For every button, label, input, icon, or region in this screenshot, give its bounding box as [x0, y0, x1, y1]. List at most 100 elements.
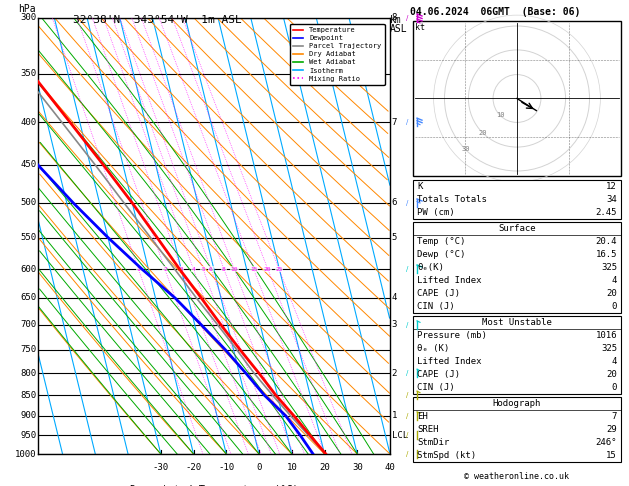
Text: Surface: Surface: [498, 224, 536, 233]
Text: Dewp (°C): Dewp (°C): [417, 250, 465, 259]
Text: 20: 20: [606, 370, 617, 379]
Text: 2: 2: [392, 369, 397, 378]
Text: /: /: [406, 200, 409, 206]
Text: 04.06.2024  06GMT  (Base: 06): 04.06.2024 06GMT (Base: 06): [410, 7, 581, 17]
Text: SREH: SREH: [417, 425, 438, 434]
Text: 2: 2: [163, 266, 167, 272]
Text: 400: 400: [20, 118, 36, 127]
Text: CIN (J): CIN (J): [417, 383, 455, 392]
Text: 32°38'N  343°54'W  1m ASL: 32°38'N 343°54'W 1m ASL: [73, 15, 242, 25]
Text: 15: 15: [250, 266, 257, 272]
Text: 6: 6: [392, 198, 397, 208]
Text: 10: 10: [496, 112, 504, 118]
Text: LCL: LCL: [392, 431, 408, 440]
Text: -10: -10: [218, 463, 235, 472]
Text: 5: 5: [201, 266, 205, 272]
Text: 5: 5: [392, 233, 397, 242]
Text: CAPE (J): CAPE (J): [417, 289, 460, 298]
Text: 1: 1: [392, 411, 397, 420]
Text: ASL: ASL: [390, 24, 408, 35]
Text: /: /: [406, 413, 409, 419]
Text: Pressure (mb): Pressure (mb): [417, 331, 487, 340]
Text: Lifted Index: Lifted Index: [417, 357, 482, 366]
Text: 20: 20: [479, 129, 487, 136]
Text: 20.4: 20.4: [596, 237, 617, 246]
Text: 750: 750: [20, 346, 36, 354]
Text: Most Unstable: Most Unstable: [482, 318, 552, 327]
Text: 3: 3: [179, 266, 183, 272]
Text: 8: 8: [222, 266, 226, 272]
Text: 4: 4: [611, 276, 617, 285]
Bar: [413, 180, 621, 219]
Bar: [413, 316, 621, 394]
Text: 350: 350: [20, 69, 36, 78]
Text: Temp (°C): Temp (°C): [417, 237, 465, 246]
Text: θₑ(K): θₑ(K): [417, 263, 444, 272]
Text: 30: 30: [352, 463, 363, 472]
Text: /: /: [406, 266, 409, 272]
Text: 8: 8: [392, 14, 397, 22]
Text: /: /: [406, 370, 409, 376]
Text: 0: 0: [611, 302, 617, 311]
Text: kt: kt: [415, 23, 425, 32]
Text: 12: 12: [606, 182, 617, 191]
Text: 450: 450: [20, 160, 36, 169]
Text: 30: 30: [462, 146, 470, 152]
Text: 325: 325: [601, 263, 617, 272]
Text: 20: 20: [319, 463, 330, 472]
Text: /: /: [406, 322, 409, 328]
Text: Hodograph: Hodograph: [493, 399, 541, 408]
Bar: [413, 397, 621, 462]
Text: 550: 550: [20, 233, 36, 242]
Text: 6: 6: [209, 266, 213, 272]
Text: 3: 3: [392, 320, 397, 330]
Text: 650: 650: [20, 294, 36, 302]
Text: 29: 29: [606, 425, 617, 434]
Text: PW (cm): PW (cm): [417, 208, 455, 217]
Text: -20: -20: [186, 463, 202, 472]
Text: StmDir: StmDir: [417, 438, 449, 447]
Text: CIN (J): CIN (J): [417, 302, 455, 311]
Text: 600: 600: [20, 264, 36, 274]
Text: 950: 950: [20, 431, 36, 440]
Text: 700: 700: [20, 320, 36, 330]
Text: 246°: 246°: [596, 438, 617, 447]
Text: /: /: [406, 433, 409, 438]
Text: 300: 300: [20, 14, 36, 22]
Text: 1000: 1000: [14, 450, 36, 458]
Text: 20: 20: [606, 289, 617, 298]
Text: 4: 4: [191, 266, 195, 272]
Text: 7: 7: [611, 412, 617, 421]
Text: 500: 500: [20, 198, 36, 208]
Text: /: /: [406, 392, 409, 398]
Text: hPa: hPa: [19, 3, 36, 14]
Text: Lifted Index: Lifted Index: [417, 276, 482, 285]
Bar: [413, 21, 621, 176]
Text: θₑ (K): θₑ (K): [417, 344, 449, 353]
Text: /: /: [406, 451, 409, 457]
Text: -30: -30: [153, 463, 169, 472]
Text: 7: 7: [392, 118, 397, 127]
Bar: [413, 222, 621, 313]
Text: CAPE (J): CAPE (J): [417, 370, 460, 379]
Text: 4: 4: [392, 294, 397, 302]
Text: 4: 4: [611, 357, 617, 366]
Text: 2.45: 2.45: [596, 208, 617, 217]
Text: Mixing Ratio (g/kg): Mixing Ratio (g/kg): [418, 189, 427, 283]
Text: 0: 0: [257, 463, 262, 472]
Text: K: K: [417, 182, 423, 191]
Text: 0: 0: [611, 383, 617, 392]
Text: 10: 10: [230, 266, 238, 272]
Text: 800: 800: [20, 369, 36, 378]
Text: StmSpd (kt): StmSpd (kt): [417, 451, 476, 460]
Text: Totals Totals: Totals Totals: [417, 195, 487, 204]
Text: 34: 34: [606, 195, 617, 204]
Text: EH: EH: [417, 412, 428, 421]
Text: 850: 850: [20, 391, 36, 399]
Text: km: km: [390, 15, 402, 25]
Text: 25: 25: [276, 266, 282, 272]
Text: 1016: 1016: [596, 331, 617, 340]
Text: 15: 15: [606, 451, 617, 460]
Text: 1: 1: [136, 266, 140, 272]
Text: /: /: [406, 15, 409, 21]
